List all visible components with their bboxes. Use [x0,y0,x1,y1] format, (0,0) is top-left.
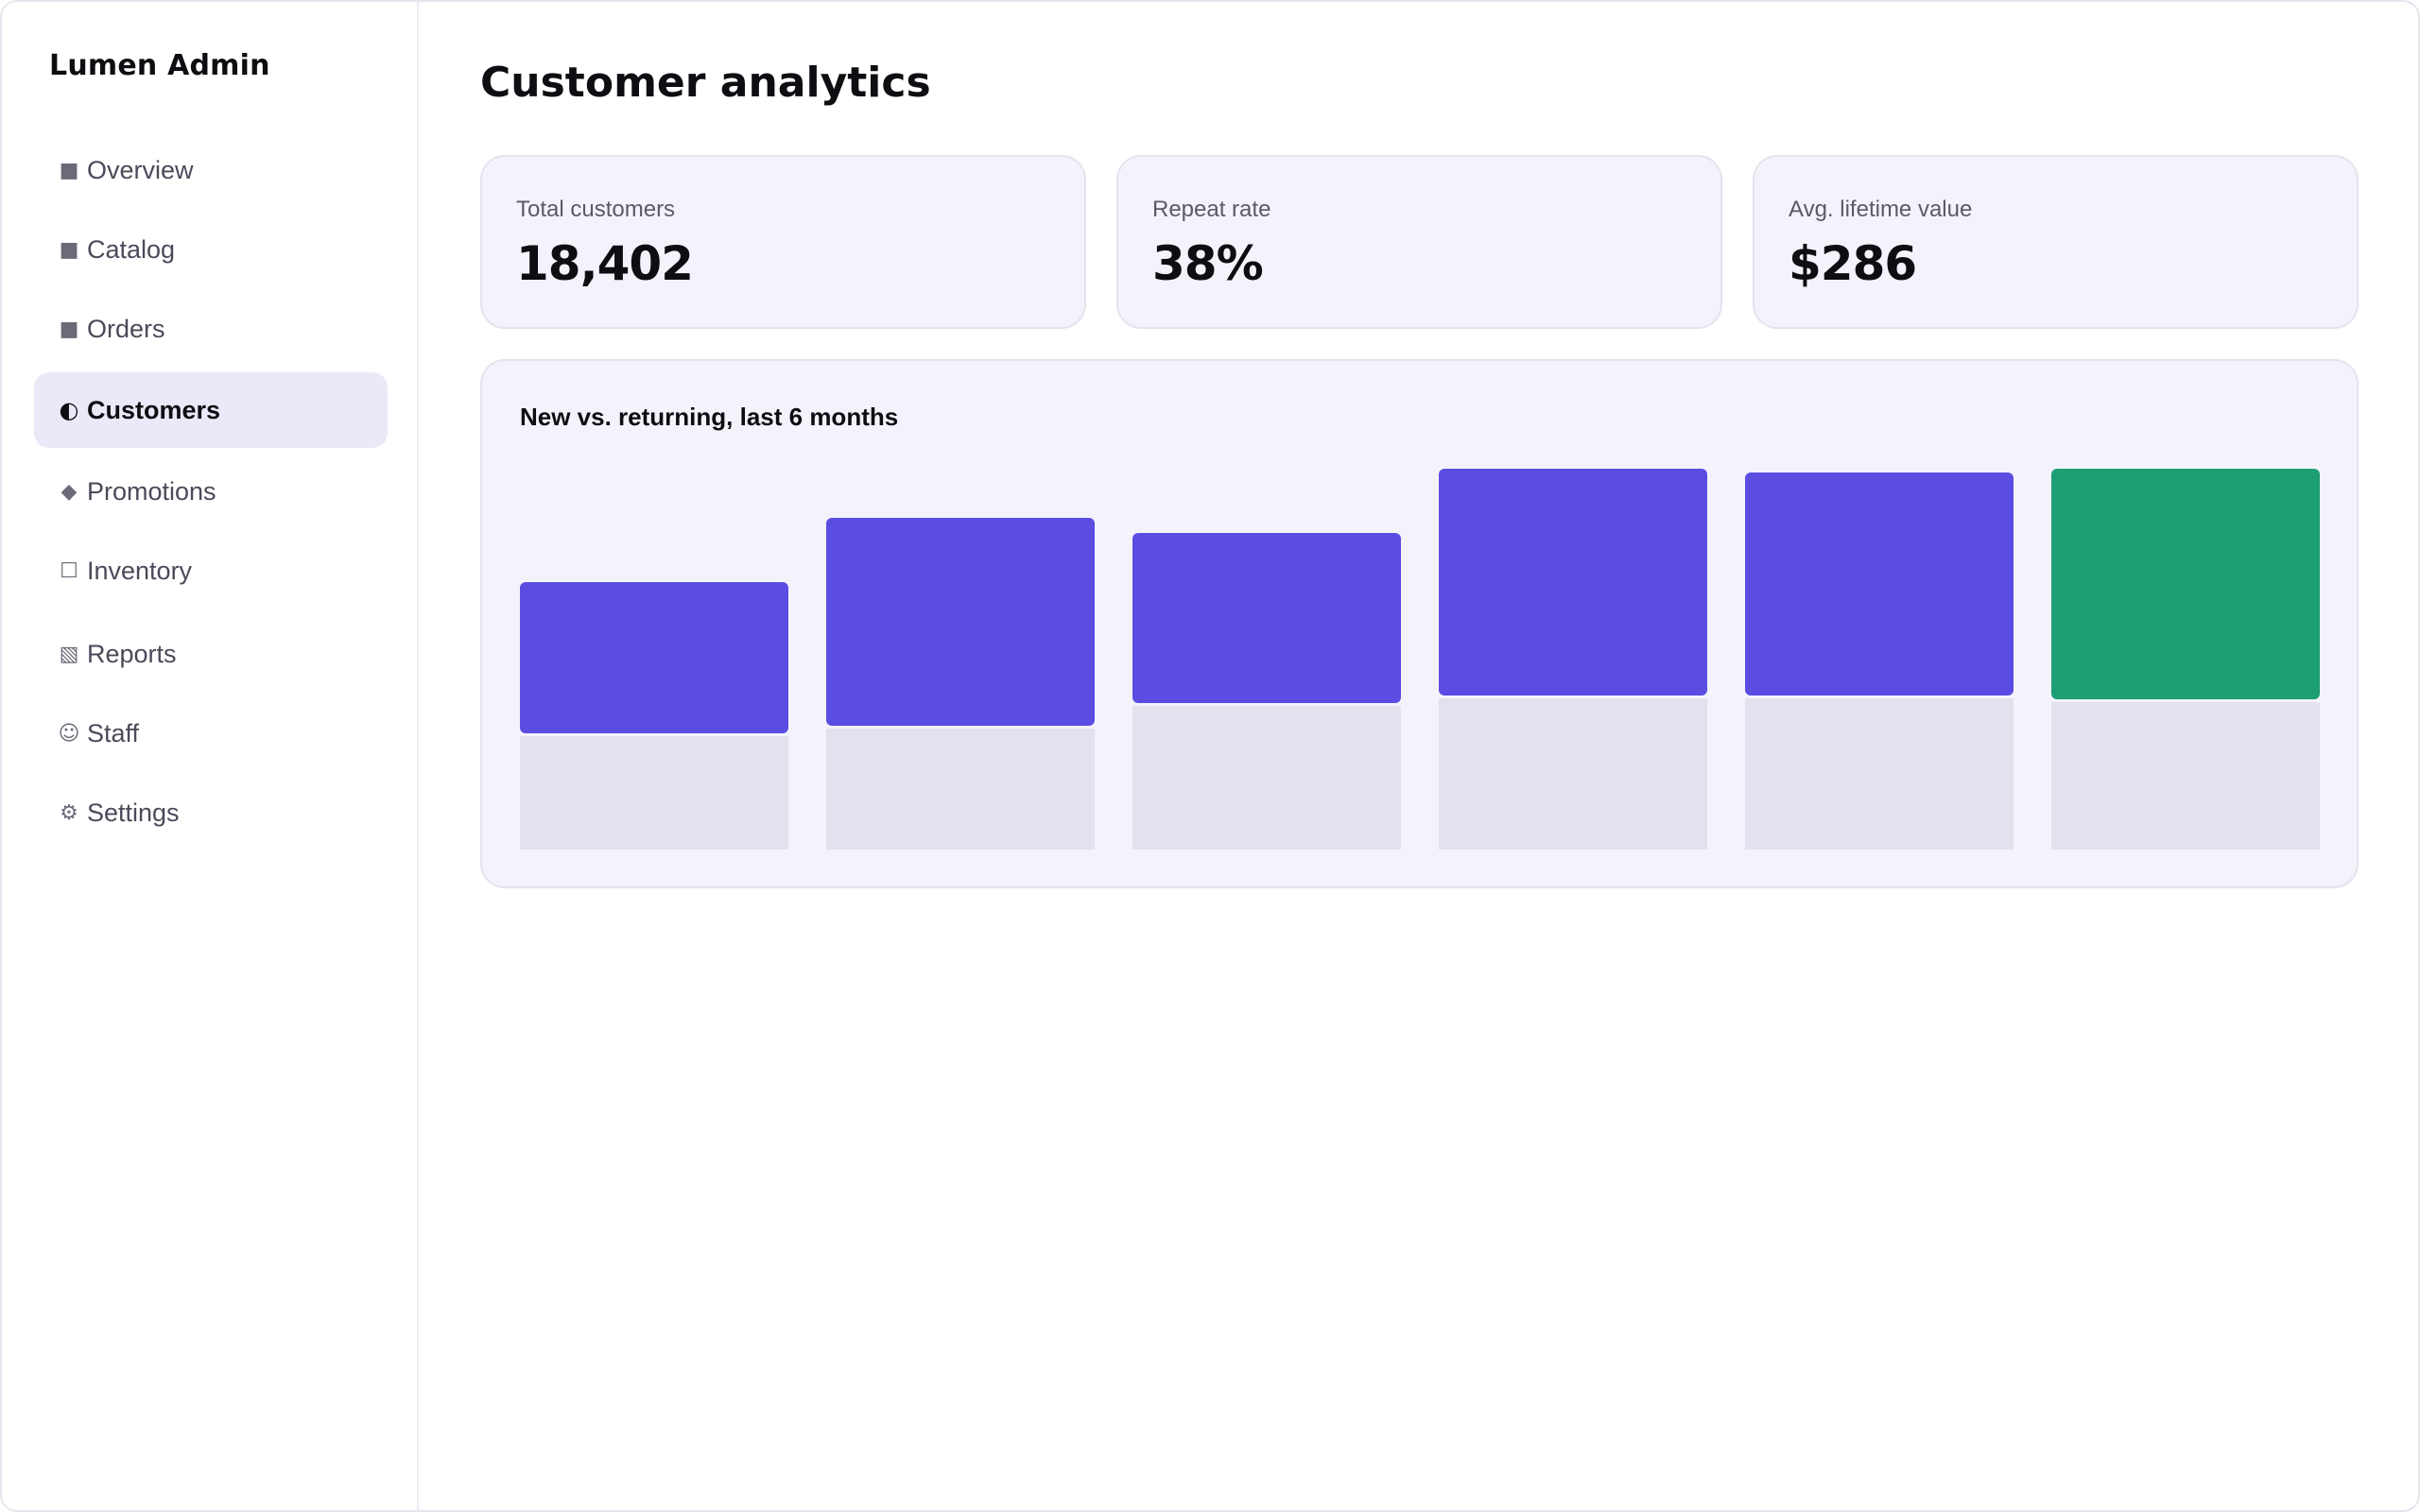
brand-title: Lumen Admin [49,49,270,82]
sidebar-item-catalog[interactable]: ■ Catalog [34,212,388,287]
empty-square-icon: ☐ [60,558,78,583]
bar-top-segment [826,518,1095,726]
kpi-card-total-customers: Total customers 18,402 [480,155,1086,329]
bar-base-segment [2051,702,2320,850]
chart-card: New vs. returning, last 6 months [480,359,2359,888]
bar-top-segment [1132,533,1401,703]
bar-top-segment [2051,469,2320,699]
kpi-card-repeat-rate: Repeat rate 38% [1116,155,1722,329]
sidebar-item-label: Overview [87,155,194,184]
bar-base-segment [1439,698,1707,850]
page-title: Customer analytics [480,59,931,107]
half-circle-icon: ◐ [59,397,79,423]
kpi-card-avg-lifetime-value: Avg. lifetime value $286 [1753,155,2359,329]
kpi-value: 38% [1152,236,1264,291]
sidebar-item-promotions[interactable]: ◆ Promotions [34,454,388,529]
square-icon: ■ [59,317,79,341]
sidebar-item-label: Settings [87,798,180,827]
sidebar-item-label: Reports [87,639,177,668]
bar-chart [520,469,2320,850]
square-icon: ■ [59,237,79,262]
sidebar-item-label: Promotions [87,476,216,506]
sidebar-item-reports[interactable]: ▧ Reports [34,616,388,692]
kpi-value: 18,402 [516,236,694,291]
sidebar-item-customers[interactable]: ◐ Customers [34,372,388,448]
kpi-value: $286 [1789,236,1917,291]
kpi-label: Avg. lifetime value [1789,197,1973,222]
bar-base-segment [520,736,788,850]
sidebar-item-staff[interactable]: ☺ Staff [34,696,388,771]
sidebar: Lumen Admin ■ Overview ■ Catalog ■ Orders ◐ Cus… [2,2,419,1510]
sidebar-item-inventory[interactable]: ☐ Inventory [34,533,388,609]
main-content: Customer analytics Total customers 18,40… [421,2,2418,1510]
sidebar-item-label: Catalog [87,234,176,264]
diamond-icon: ◆ [60,479,78,504]
gear-icon: ⚙ [60,800,78,825]
sidebar-item-overview[interactable]: ■ Overview [34,132,388,208]
bar-top-segment [520,582,788,733]
sidebar-item-orders[interactable]: ■ Orders [34,291,388,367]
sidebar-item-label: Customers [87,395,221,424]
bar-base-segment [1745,698,2014,850]
sidebar-item-label: Staff [87,718,140,747]
bar-top-segment [1439,469,1707,696]
bar-top-segment [1745,472,2014,696]
bar-base-segment [1132,706,1401,850]
sidebar-item-settings[interactable]: ⚙ Settings [34,775,388,850]
kpi-label: Repeat rate [1152,197,1271,222]
sidebar-item-label: Inventory [87,556,193,585]
sidebar-item-label: Orders [87,314,165,343]
square-icon: ■ [59,158,79,182]
chart-title: New vs. returning, last 6 months [520,403,899,431]
hatched-square-icon: ▧ [59,642,79,666]
smiley-icon: ☺ [58,721,80,746]
bar-base-segment [826,729,1095,850]
kpi-label: Total customers [516,197,676,222]
